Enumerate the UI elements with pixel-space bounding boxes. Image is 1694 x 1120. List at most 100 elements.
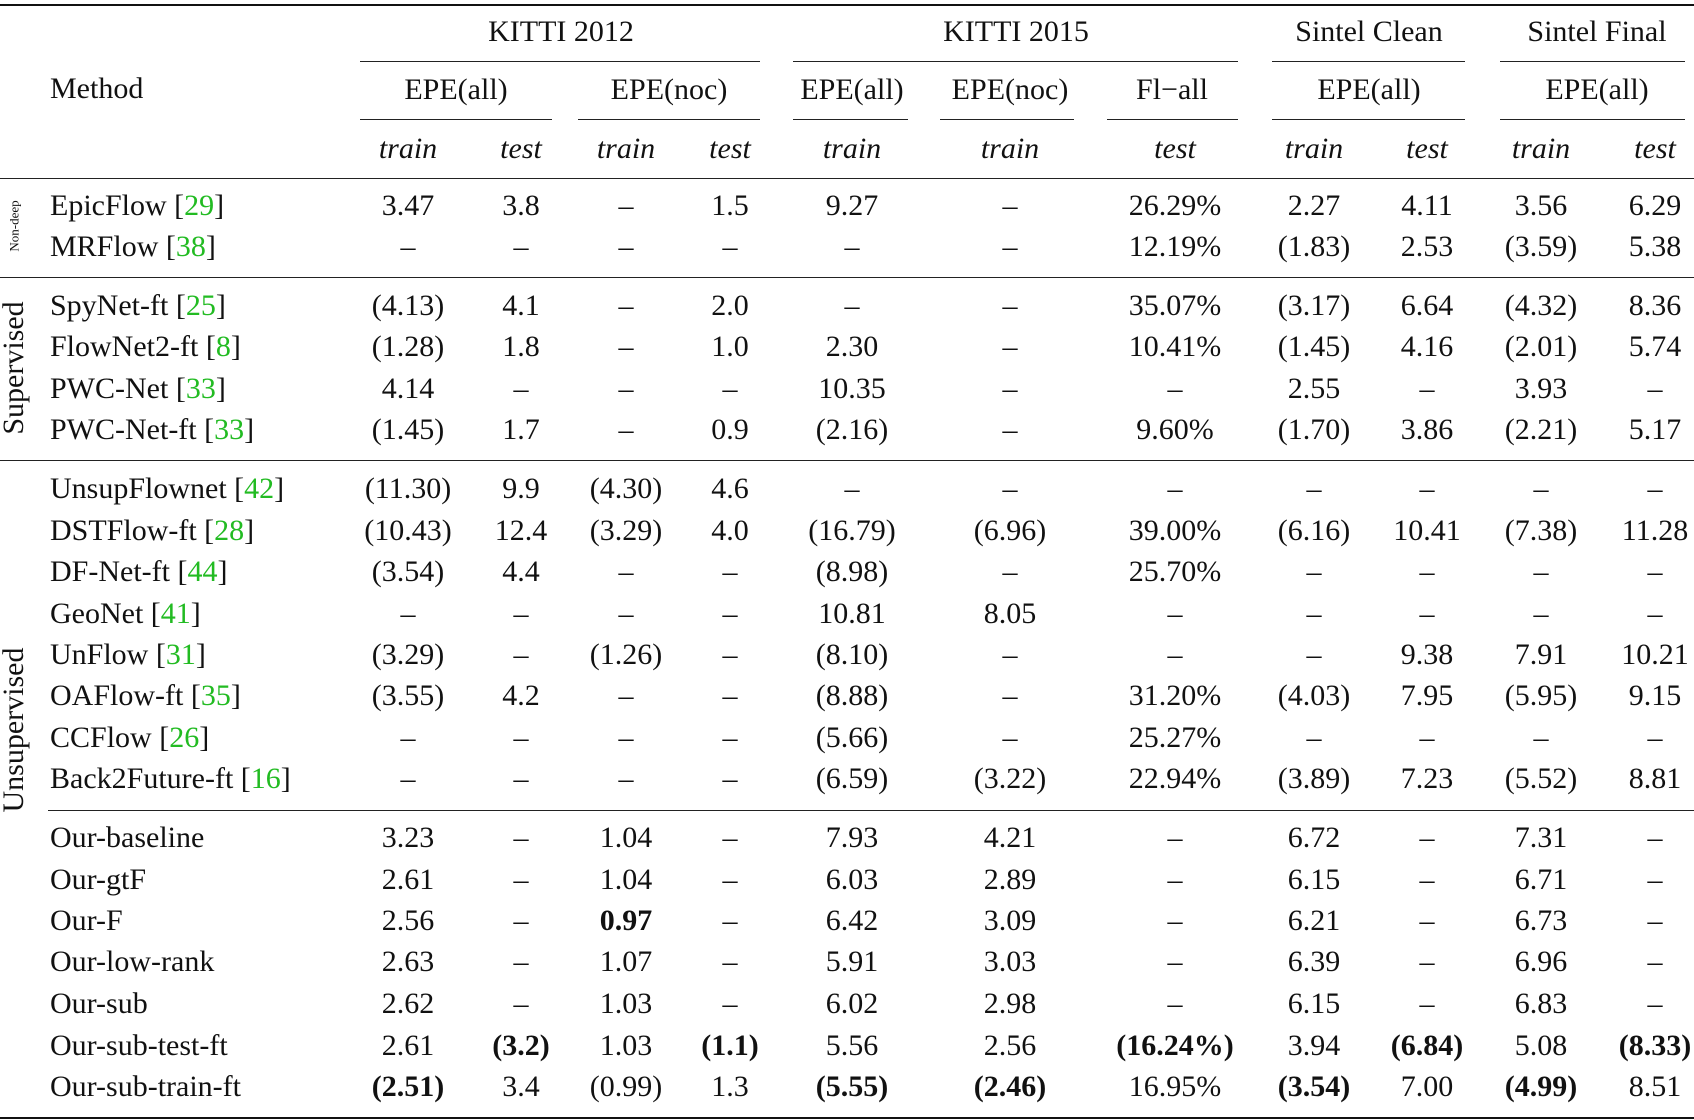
cell-value: 3.8 <box>502 189 540 222</box>
method-label: SpyNet-ft [ <box>50 289 186 322</box>
table-cell: – <box>1648 555 1663 589</box>
cell-value: – <box>513 597 529 630</box>
method-name: Our-F <box>50 904 123 938</box>
cell-value: 6.72 <box>1287 821 1341 854</box>
cell-value: 2.0 <box>711 289 749 322</box>
cell-value: (4.13) <box>371 289 445 322</box>
cell-value: – <box>1419 472 1435 505</box>
cell-value: – <box>1647 863 1663 896</box>
dataset-header: KITTI 2015 <box>943 15 1089 48</box>
table-cell: – <box>723 987 738 1021</box>
cell-value: (3.54) <box>1277 1070 1351 1103</box>
cell-value: – <box>513 945 529 978</box>
table-cell: 6.21 <box>1288 904 1341 938</box>
cell-value: – <box>1167 638 1183 671</box>
table-cell: – <box>845 472 860 506</box>
table-cell: (8.33) <box>1619 1029 1691 1063</box>
method-name: UnsupFlownet [42] <box>50 472 284 506</box>
citation-bracket: ] <box>195 638 206 671</box>
table-cell: 9.60% <box>1136 413 1214 447</box>
cell-value: 2.30 <box>825 330 879 363</box>
cell-value: – <box>722 372 738 405</box>
cell-value: (0.99) <box>589 1070 663 1103</box>
cell-value: 6.02 <box>825 987 879 1020</box>
table-cell: 4.0 <box>711 514 749 548</box>
cell-value: 10.41% <box>1128 330 1222 363</box>
table-cell: – <box>1648 597 1663 631</box>
metric-header: EPE(noc) <box>951 73 1069 106</box>
table-cell: 2.0 <box>711 289 749 323</box>
cell-value: (2.51) <box>371 1070 445 1103</box>
cell-value: (3.89) <box>1277 762 1351 795</box>
table-cell: – <box>1003 472 1018 506</box>
kitti2015-fl-rule <box>1107 119 1238 120</box>
table-cell: 6.29 <box>1629 189 1682 223</box>
table-cell: 10.41 <box>1393 514 1461 548</box>
cell-value: 6.29 <box>1628 189 1682 222</box>
method-label: Our-gtF <box>50 863 147 896</box>
table-cell: 9.15 <box>1629 679 1682 713</box>
cell-value: – <box>1002 721 1018 754</box>
table-cell: (4.03) <box>1278 679 1350 713</box>
table-cell: – <box>1307 597 1322 631</box>
cell-value: 1.03 <box>599 1029 653 1062</box>
cell-value: 3.94 <box>1287 1029 1341 1062</box>
cell-value: – <box>722 597 738 630</box>
cell-value: – <box>513 821 529 854</box>
cell-value: 8.36 <box>1628 289 1682 322</box>
cell-value: – <box>1306 638 1322 671</box>
cell-value: – <box>1419 721 1435 754</box>
table-cell: – <box>1420 555 1435 589</box>
kitti2012-noc-rule <box>578 119 760 120</box>
table-cell: (1.83) <box>1278 230 1350 264</box>
table-cell: 6.15 <box>1288 863 1341 897</box>
method-label: DF-Net-ft [ <box>50 555 188 588</box>
cell-value: – <box>400 721 416 754</box>
table-cell: – <box>619 289 634 323</box>
table-cell: 1.04 <box>600 863 653 897</box>
table-cell: 1.04 <box>600 821 653 855</box>
cell-value: (6.16) <box>1277 514 1351 547</box>
table-cell: 10.35 <box>818 372 886 406</box>
table-cell: – <box>1420 472 1435 506</box>
cell-value: (5.95) <box>1504 679 1578 712</box>
cell-value: – <box>722 904 738 937</box>
cell-value: – <box>722 555 738 588</box>
cell-value: – <box>722 945 738 978</box>
table-cell: 6.39 <box>1288 945 1341 979</box>
table-cell: 9.38 <box>1401 638 1454 672</box>
table-cell: (11.30) <box>365 472 451 506</box>
cell-value: – <box>1419 945 1435 978</box>
cell-value: – <box>844 472 860 505</box>
cell-value: – <box>722 721 738 754</box>
cell-value: 31.20% <box>1128 679 1222 712</box>
method-name: Our-baseline <box>50 821 204 855</box>
table-cell: 3.94 <box>1288 1029 1341 1063</box>
metric-header: Fl−all <box>1136 73 1208 106</box>
table-cell: (16.24%) <box>1116 1029 1233 1063</box>
table-cell: – <box>619 679 634 713</box>
cell-value: – <box>1002 330 1018 363</box>
cell-value: (6.84) <box>1390 1029 1464 1062</box>
table-cell: 12.19% <box>1129 230 1222 264</box>
table-cell: – <box>619 721 634 755</box>
table-cell: 3.86 <box>1401 413 1454 447</box>
cell-value: – <box>513 372 529 405</box>
table-cell: (3.2) <box>492 1029 549 1063</box>
cell-value: – <box>618 189 634 222</box>
table-cell: 4.1 <box>502 289 540 323</box>
cell-value: 2.89 <box>983 863 1037 896</box>
table-cell: 22.94% <box>1129 762 1222 796</box>
method-name: CCFlow [26] <box>50 721 209 755</box>
table-cell: 2.30 <box>826 330 879 364</box>
table-cell: – <box>723 679 738 713</box>
cell-value: 25.27% <box>1128 721 1222 754</box>
method-label: Our-low-rank <box>50 945 215 978</box>
table-cell: 2.56 <box>382 904 435 938</box>
table-cell: 7.00 <box>1401 1070 1454 1104</box>
table-cell: (8.10) <box>816 638 888 672</box>
method-name: MRFlow [38] <box>50 230 216 264</box>
cell-value: 6.42 <box>825 904 879 937</box>
cell-value: 4.14 <box>381 372 435 405</box>
table-cell: 5.08 <box>1515 1029 1568 1063</box>
